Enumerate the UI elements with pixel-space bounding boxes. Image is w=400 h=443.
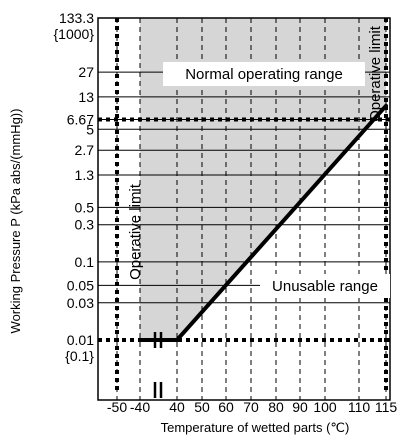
operating-boundary-line <box>138 103 388 342</box>
x-tick-label: 60 <box>218 399 234 415</box>
y-tick-label: 5 <box>86 121 94 137</box>
x-tick-label: 40 <box>169 399 185 415</box>
y-tick-label: 0.03 <box>67 295 94 311</box>
y-tick-label: {0.1} <box>65 348 94 364</box>
y-axis-ticks: 133.3{1000} 27 13 6.675 2.7 1.3 0.5 0.3 0.1 0.05 0… <box>54 10 95 364</box>
y-tick-label: 6.67 <box>67 112 94 128</box>
y-tick-label: 0.01 <box>67 332 94 348</box>
y-tick-label: 133.3 <box>59 10 94 26</box>
x-tick-label: 70 <box>243 399 259 415</box>
operative-limit-label-right: Operative limit <box>367 25 384 122</box>
operative-limit-label-left: Operative limit <box>127 183 144 280</box>
normal-range-label: Normal operating range <box>185 66 343 83</box>
x-tick-label: 110 <box>348 399 371 415</box>
x-tick-label: 115 <box>375 399 398 415</box>
y-tick-label: 0.5 <box>75 199 95 215</box>
x-axis-ticks: -50 -40 40 50 60 70 80 90 100 110 115 <box>107 399 397 415</box>
x-tick-label: -50 <box>107 399 127 415</box>
x-tick-label: 100 <box>313 399 337 415</box>
normal-operating-region <box>140 18 386 340</box>
x-axis-title: Temperature of wetted parts (℃) <box>161 420 350 435</box>
normal-range-label-bg <box>163 62 365 86</box>
x-tick-label: -40 <box>130 399 150 415</box>
unusable-range-label: Unusable range <box>272 278 378 295</box>
unusable-range-label-bg <box>260 274 390 298</box>
y-tick-label: 2.7 <box>75 142 95 158</box>
x-tick-label: 80 <box>268 399 284 415</box>
y-axis-title: Working Pressure P (kPa abs/(mmHg)) <box>8 109 23 334</box>
y-tick-label: {1000} <box>54 26 95 42</box>
y-tick-label: 1.3 <box>75 167 95 183</box>
y-tick-label: 0.3 <box>75 217 95 233</box>
x-tick-label: 50 <box>194 399 210 415</box>
x-tick-label: 90 <box>292 399 308 415</box>
y-tick-label: 0.05 <box>67 277 94 293</box>
axis-break-marks <box>153 332 163 398</box>
plot-frame <box>97 17 391 401</box>
y-tick-label: 0.1 <box>75 254 95 270</box>
y-tick-label: 13 <box>78 89 94 105</box>
y-tick-label: 27 <box>78 64 94 80</box>
